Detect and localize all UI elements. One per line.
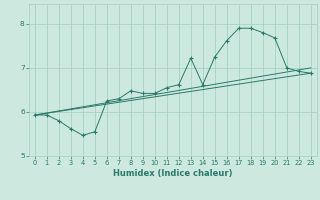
X-axis label: Humidex (Indice chaleur): Humidex (Indice chaleur)	[113, 169, 233, 178]
